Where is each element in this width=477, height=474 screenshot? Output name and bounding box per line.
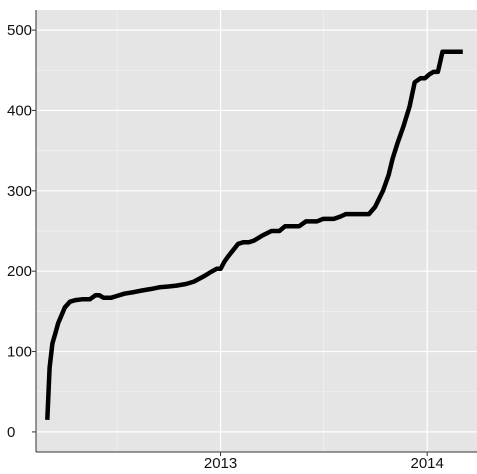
y-tick-label: 0 bbox=[7, 424, 15, 441]
y-tick-label: 400 bbox=[7, 102, 32, 119]
y-tick-label: 500 bbox=[7, 22, 32, 39]
series-line bbox=[45, 49, 463, 420]
y-tick-label: 200 bbox=[7, 263, 32, 280]
y-tick-label: 300 bbox=[7, 183, 32, 200]
x-tick-label: 2014 bbox=[410, 455, 443, 469]
y-tick-label: 100 bbox=[7, 344, 32, 361]
x-tick-label: 2013 bbox=[204, 455, 237, 469]
